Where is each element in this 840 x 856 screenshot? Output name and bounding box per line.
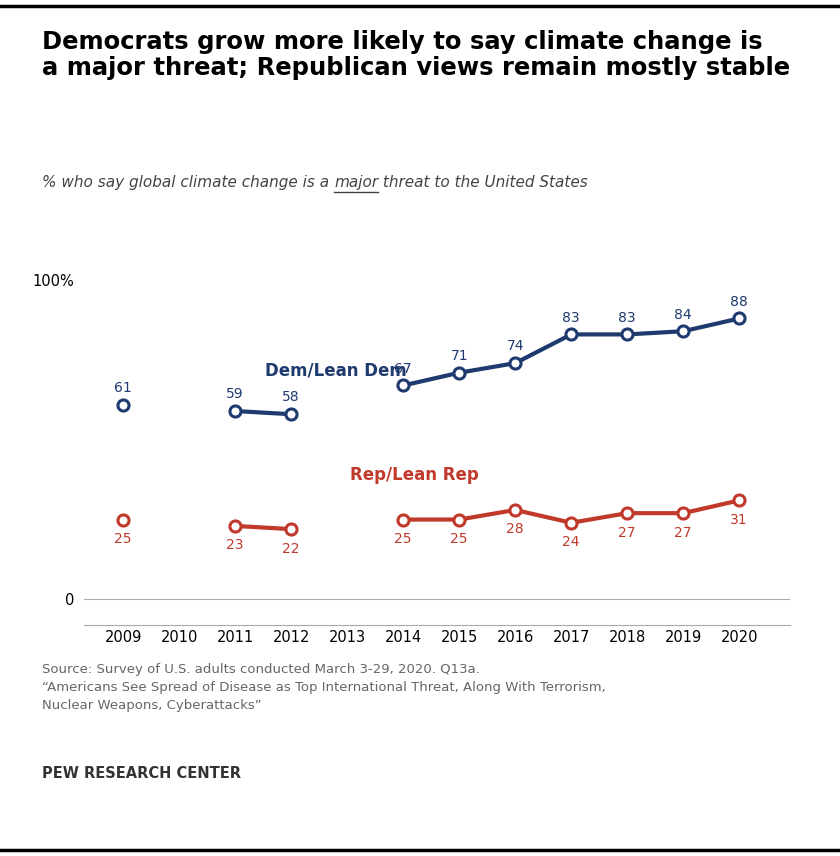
Text: major: major xyxy=(334,175,378,191)
Text: PEW RESEARCH CENTER: PEW RESEARCH CENTER xyxy=(42,766,241,782)
Text: 28: 28 xyxy=(507,522,524,537)
Text: 25: 25 xyxy=(114,532,132,546)
Text: 61: 61 xyxy=(114,381,132,395)
Text: 83: 83 xyxy=(618,311,636,324)
Text: a major threat; Republican views remain mostly stable: a major threat; Republican views remain … xyxy=(42,56,790,80)
Text: 74: 74 xyxy=(507,340,524,354)
Text: 27: 27 xyxy=(675,526,692,539)
Text: Source: Survey of U.S. adults conducted March 3-29, 2020. Q13a.
“Americans See S: Source: Survey of U.S. adults conducted … xyxy=(42,663,606,712)
Text: 88: 88 xyxy=(730,294,748,309)
Text: 24: 24 xyxy=(563,535,580,550)
Text: 23: 23 xyxy=(227,538,244,552)
Text: 22: 22 xyxy=(282,542,300,556)
Text: % who say global climate change is a: % who say global climate change is a xyxy=(42,175,334,191)
Text: Democrats grow more likely to say climate change is: Democrats grow more likely to say climat… xyxy=(42,30,763,54)
Text: threat to the United States: threat to the United States xyxy=(378,175,588,191)
Text: 27: 27 xyxy=(618,526,636,539)
Text: 58: 58 xyxy=(282,390,300,405)
Text: 83: 83 xyxy=(563,311,580,324)
Text: 71: 71 xyxy=(450,349,468,363)
Text: 84: 84 xyxy=(675,307,692,322)
Text: 31: 31 xyxy=(731,513,748,527)
Text: 25: 25 xyxy=(395,532,412,546)
Text: Dem/Lean Dem: Dem/Lean Dem xyxy=(265,361,407,379)
Text: 67: 67 xyxy=(395,362,412,376)
Text: Rep/Lean Rep: Rep/Lean Rep xyxy=(350,467,479,484)
Text: 25: 25 xyxy=(450,532,468,546)
Text: 59: 59 xyxy=(227,387,244,401)
